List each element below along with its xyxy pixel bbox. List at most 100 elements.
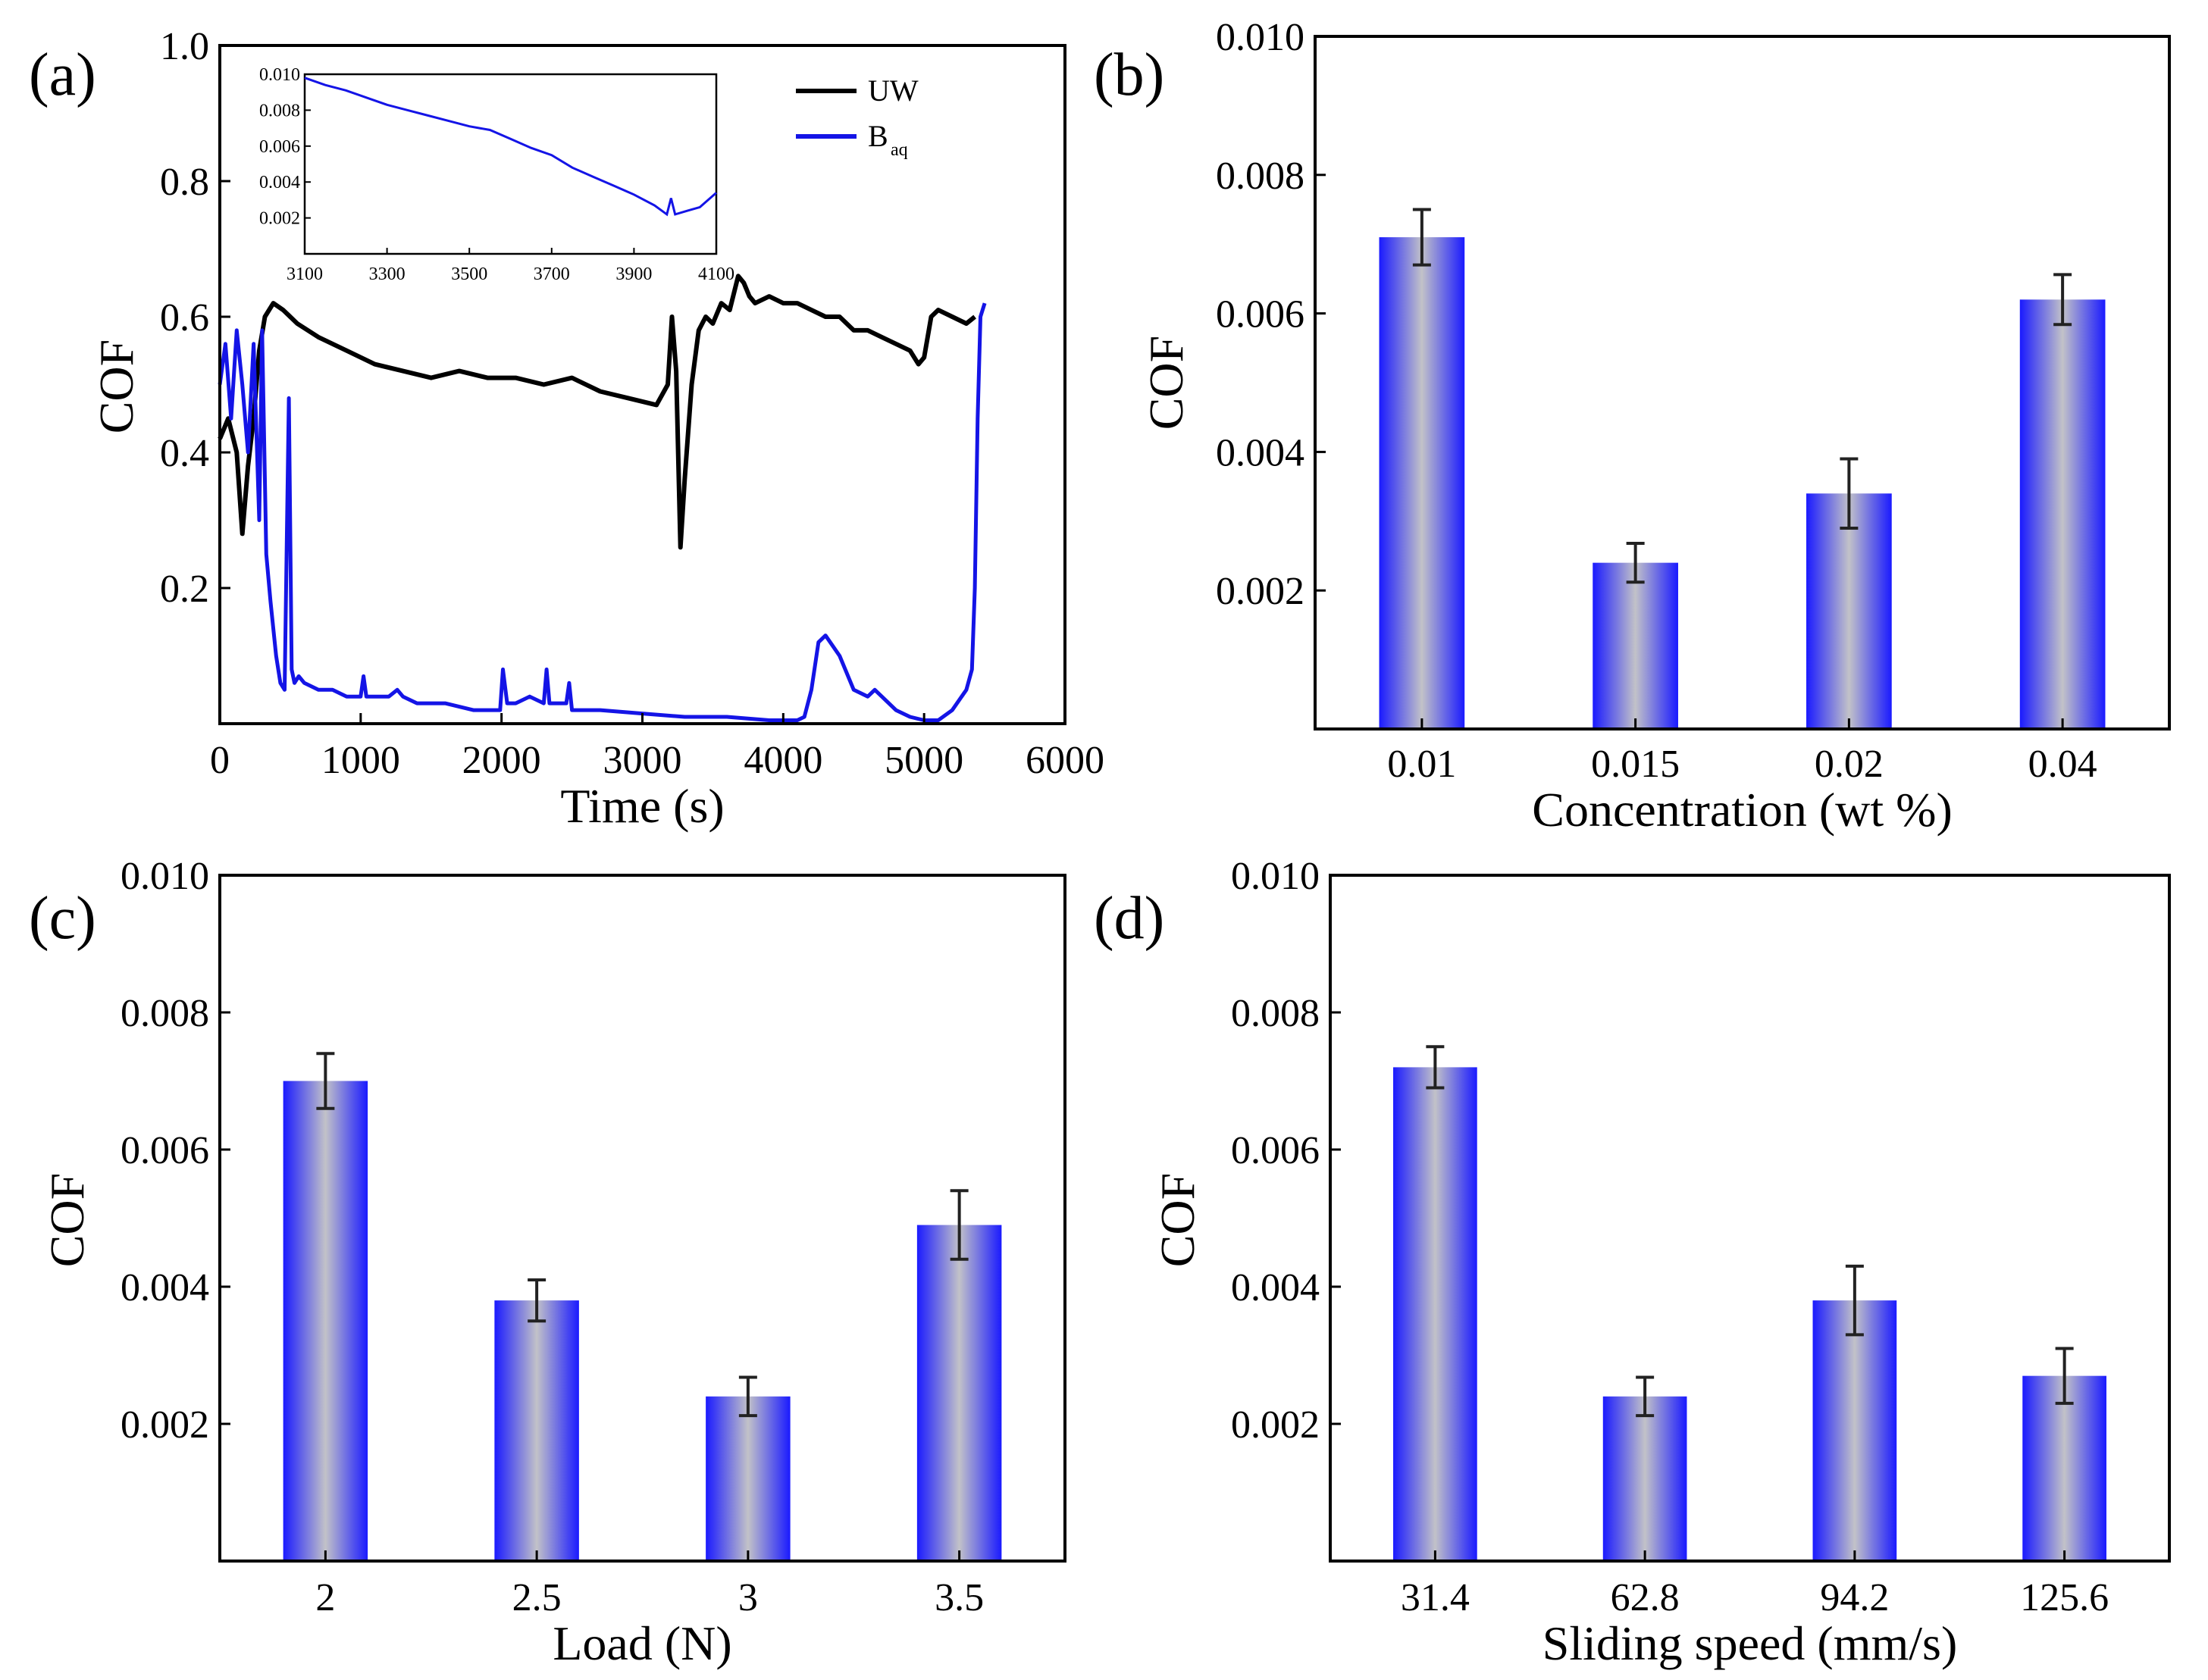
error-bar-0.01: [1412, 208, 1431, 267]
bar-0.04: [2019, 299, 2106, 729]
panel-label: (c): [29, 885, 96, 952]
inset-y-tick-label: 0.010: [259, 65, 300, 85]
y-tick-label: 0.006: [1216, 293, 1304, 336]
y-axis-label: COF: [1139, 336, 1193, 430]
x-tick-label: 2: [315, 1576, 335, 1619]
y-tick-label: 0.008: [121, 992, 209, 1035]
inset-frame: [303, 73, 718, 255]
x-tick-label: 31.4: [1401, 1576, 1470, 1619]
x-tick-label: 2.5: [512, 1576, 562, 1619]
series-line-aq: [218, 302, 987, 722]
x-tick-label: 1000: [321, 739, 400, 782]
x-tick-label: 0.04: [2028, 743, 2097, 786]
inset-x-tick-label: 3900: [615, 264, 652, 284]
y-tick-label: 0.010: [1216, 16, 1304, 59]
error-bar-94.2: [1845, 1264, 1864, 1337]
legend-entry-uw: UW: [868, 74, 919, 108]
x-tick-label: 4000: [744, 739, 822, 782]
bar-0.015: [1593, 562, 1678, 729]
x-tick-label: 0.01: [1387, 743, 1456, 786]
y-tick-label: 0.004: [1216, 431, 1304, 474]
x-tick-label: 6000: [1026, 739, 1104, 782]
x-tick-label: 3: [738, 1576, 758, 1619]
y-tick-label: 0.004: [121, 1266, 209, 1309]
y-tick-label: 0.2: [160, 568, 209, 611]
y-tick-label: 0.8: [160, 161, 209, 204]
x-axis-label: Concentration (wt %): [1532, 783, 1953, 837]
bar-31.4: [1393, 1067, 1477, 1561]
panel-a-line-chart: 0 1000 2000 3000 4000 5000 6000 0.2 0.4 0.6 0.8 1.0…: [29, 25, 1104, 833]
x-axis-label: Sliding speed (mm/s): [1542, 1616, 1958, 1670]
bar-2: [283, 1081, 368, 1561]
panel-c-bar-chart: 2 2.5 3 3.5 0.002 0.004 0.006 0.008 0.010 Load (N…: [29, 855, 1066, 1670]
y-tick-label: 0.002: [1231, 1403, 1320, 1447]
error-bar-2: [316, 1052, 335, 1110]
panel-d-bar-chart: 31.4 62.8 94.2 125.6 0.002 0.004 0.006 0.008 0.0…: [1094, 855, 2171, 1670]
x-axis-label: Time (s): [560, 779, 724, 833]
y-tick-label: 0.008: [1231, 992, 1320, 1035]
legend-entry-b: B: [868, 119, 888, 153]
x-tick-label: 2000: [462, 739, 541, 782]
bar-94.2: [1812, 1300, 1897, 1561]
y-tick-label: 0.004: [1231, 1266, 1320, 1309]
bar-2.5: [494, 1300, 579, 1561]
bar-0.01: [1379, 237, 1465, 729]
x-tick-label: 5000: [885, 739, 963, 782]
x-tick-label: 3000: [603, 739, 682, 782]
y-axis-label: COF: [1151, 1173, 1204, 1268]
legend: UW B aq: [796, 74, 919, 160]
y-axis-label: COF: [89, 339, 143, 434]
y-tick-label: 0.002: [121, 1403, 209, 1447]
error-bar-2.5: [528, 1278, 547, 1323]
x-axis-label: Load (N): [553, 1616, 731, 1670]
panel-label: (b): [1094, 42, 1164, 108]
error-bar-125.6: [2055, 1347, 2074, 1405]
y-tick-label: 0.010: [121, 855, 209, 898]
x-tick-label: 62.8: [1611, 1576, 1680, 1619]
y-tick-label: 0.006: [121, 1129, 209, 1172]
legend-entry-aq-subscript: aq: [891, 140, 908, 160]
error-bar-3.5: [950, 1189, 969, 1261]
bar-0.02: [1806, 493, 1892, 729]
bar-3: [706, 1396, 791, 1561]
inset-y-tick-label: 0.006: [259, 137, 300, 157]
y-tick-label: 0.6: [160, 296, 209, 339]
inset-x-tick-label: 3700: [534, 264, 570, 284]
panel-label: (a): [29, 42, 96, 108]
error-bar-3: [738, 1375, 757, 1418]
y-tick-label: 0.010: [1231, 855, 1320, 898]
inset-chart: 3100 3300 3500 3700 3900 4100 0.002 0.004 0.006 0…: [259, 65, 734, 284]
inset-y-tick-label: 0.004: [259, 173, 300, 192]
y-tick-label: 0.008: [1216, 155, 1304, 198]
error-bar-31.4: [1426, 1045, 1445, 1090]
inset-x-tick-label: 4100: [698, 264, 734, 284]
x-tick-label: 0.02: [1815, 743, 1884, 786]
panel-b-bar-chart: 0.01 0.015 0.02 0.04 0.002 0.004 0.006 0.008 0.0…: [1094, 16, 2171, 837]
inset-x-tick-label: 3100: [287, 264, 323, 284]
bar-3.5: [916, 1225, 1002, 1561]
x-tick-label: 0.015: [1591, 743, 1680, 786]
x-tick-label: 0: [210, 739, 230, 782]
inset-series-line: [304, 77, 717, 217]
series-line-uw: [218, 274, 976, 550]
x-tick-label: 3.5: [935, 1576, 984, 1619]
y-tick-label: 0.002: [1216, 570, 1304, 613]
error-bar-0.04: [2053, 273, 2072, 327]
inset-y-tick-label: 0.002: [259, 209, 300, 229]
y-tick-label: 0.4: [160, 432, 209, 475]
y-tick-label: 0.006: [1231, 1129, 1320, 1172]
y-tick-label: 1.0: [160, 25, 209, 68]
inset-x-tick-label: 3500: [451, 264, 487, 284]
error-bar-0.02: [1840, 457, 1859, 530]
plot-frame: [218, 874, 1066, 1563]
bar-125.6: [2022, 1375, 2106, 1561]
plot-frame: [1329, 874, 2171, 1563]
x-tick-label: 125.6: [2020, 1576, 2109, 1619]
error-bar-0.015: [1626, 542, 1645, 584]
bar-62.8: [1602, 1396, 1687, 1561]
error-bar-62.8: [1636, 1375, 1655, 1418]
plot-frame: [1314, 35, 2171, 731]
inset-y-tick-label: 0.008: [259, 101, 300, 120]
x-tick-label: 94.2: [1820, 1576, 1889, 1619]
